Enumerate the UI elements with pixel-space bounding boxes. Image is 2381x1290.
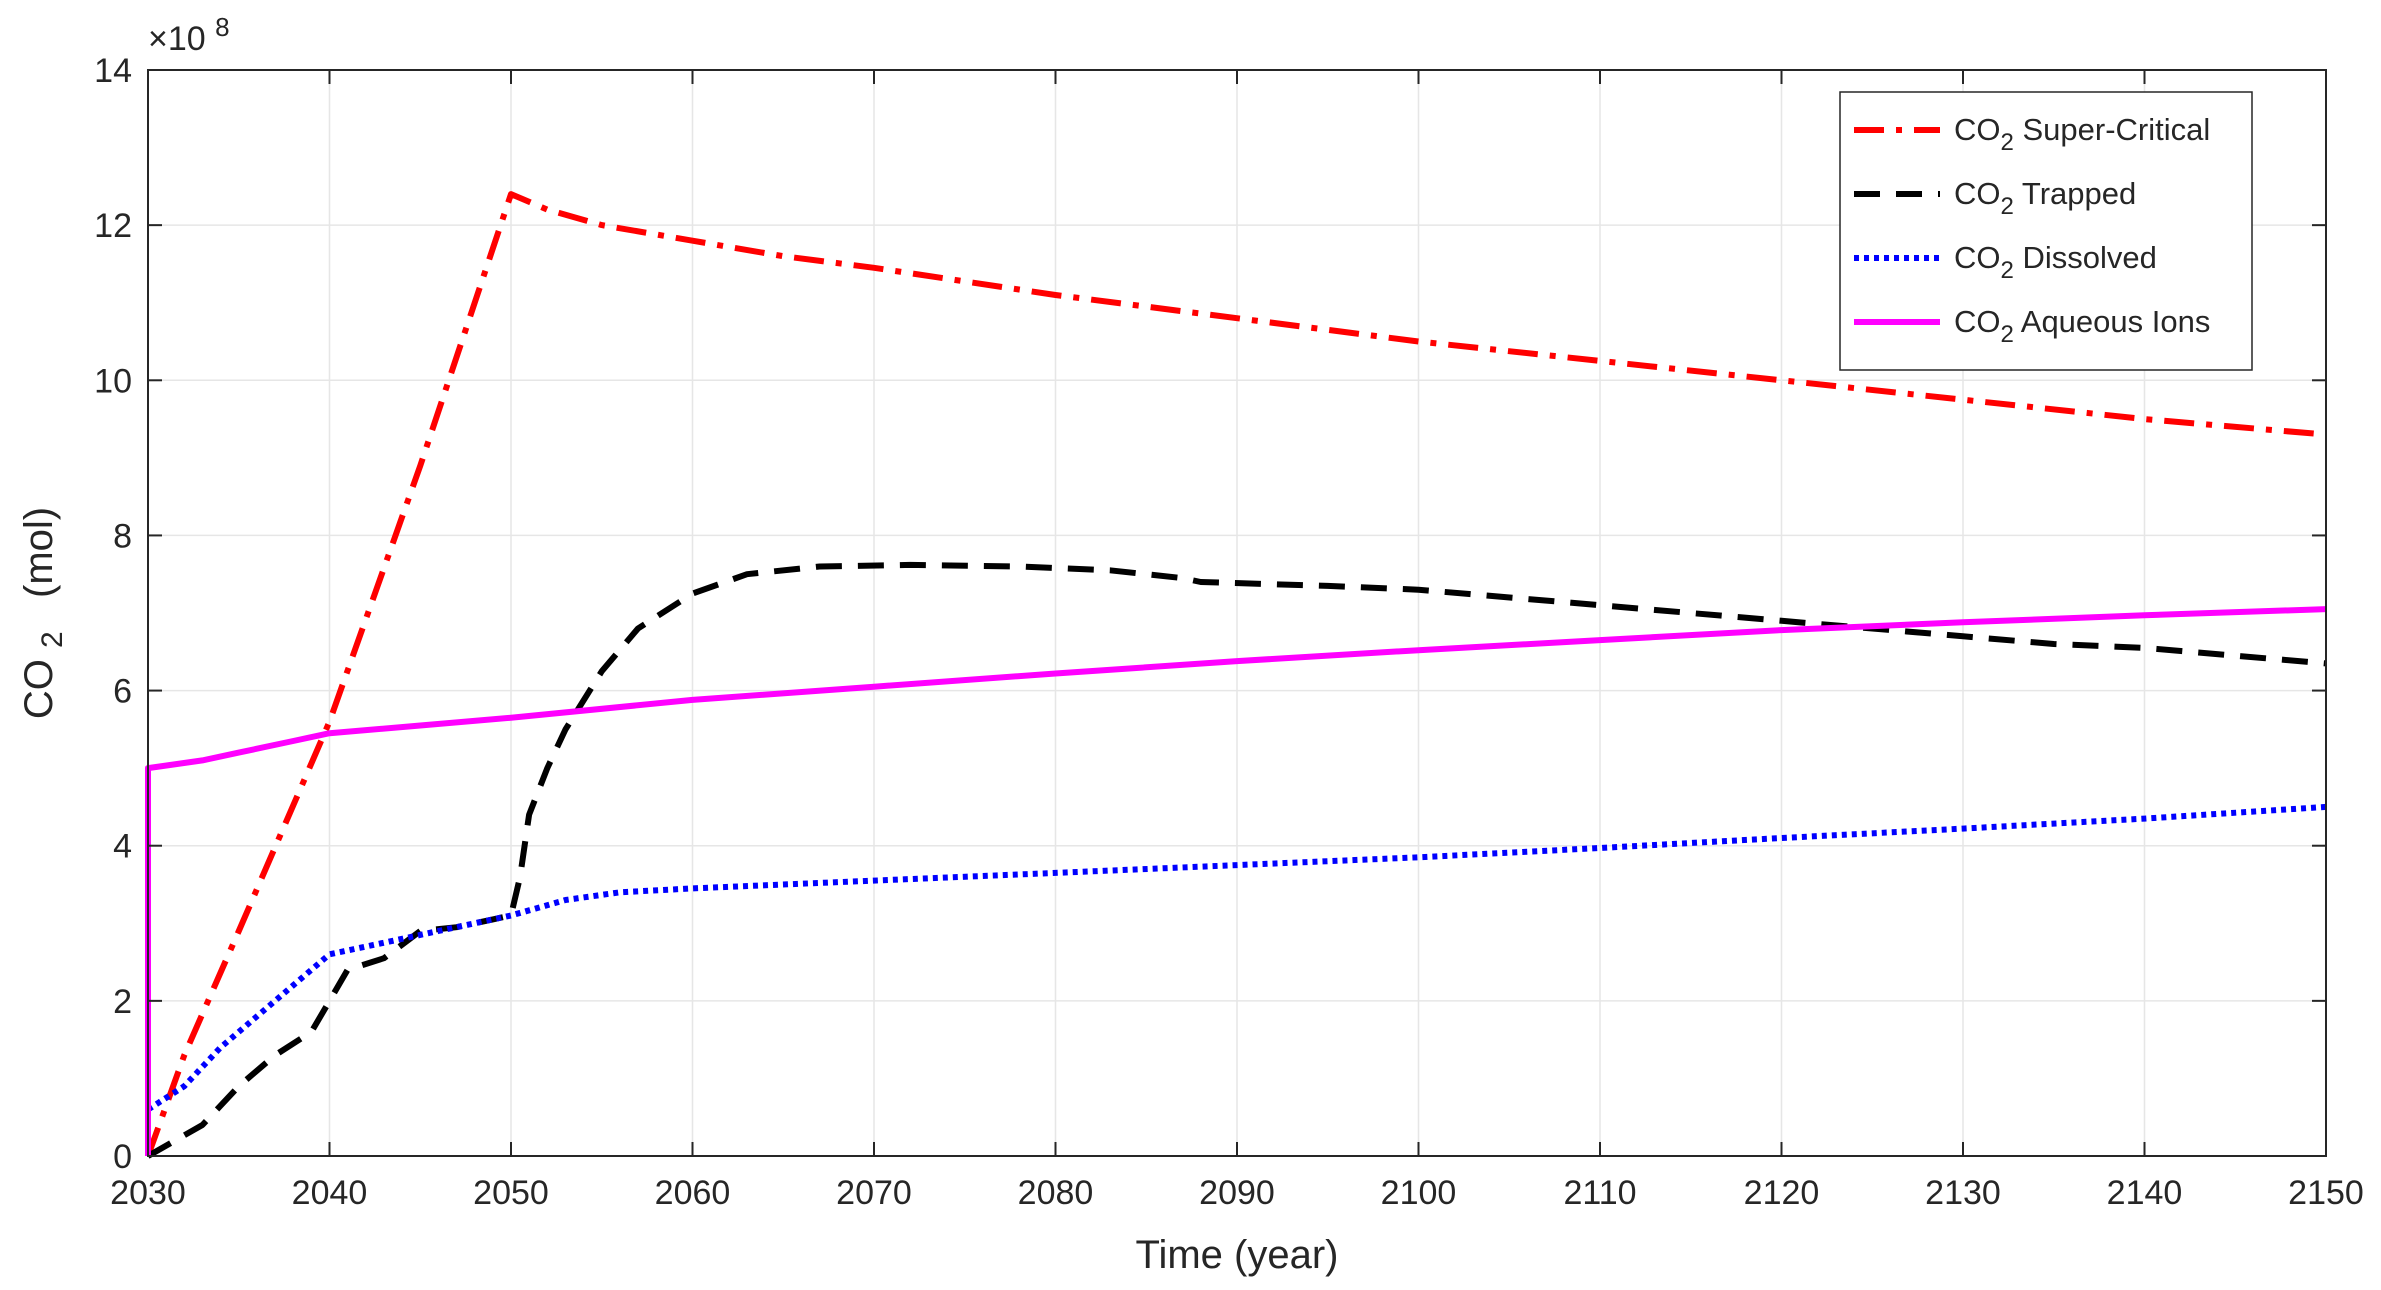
x-tick-label: 2150 (2288, 1174, 2364, 1212)
x-tick-label: 2110 (1563, 1174, 1636, 1212)
y-tick-label: 0 (113, 1138, 132, 1176)
x-tick-label: 2100 (1381, 1174, 1457, 1212)
x-tick-label: 2030 (110, 1174, 186, 1212)
y-exponent: ×10 8 (148, 12, 230, 58)
y-tick-label: 4 (113, 828, 132, 866)
y-axis-label-tail: (mol) (17, 507, 61, 620)
y-exponent-power: 8 (215, 12, 229, 42)
series-line-3 (145, 606, 2327, 1156)
legend-items: CO2 Super-Critical CO2 Trapped CO2 Dissolv… (1854, 112, 2210, 348)
series-line-1 (146, 561, 2327, 1159)
y-tick-label: 2 (113, 983, 132, 1021)
x-tick-label: 2140 (2107, 1174, 2183, 1212)
x-tick-label: 2060 (655, 1174, 731, 1212)
x-tick-label: 2130 (1925, 1174, 2001, 1212)
x-tick-label: 2080 (1018, 1174, 1094, 1212)
legend-label-3: CO2 Aqueous Ions (1954, 304, 2210, 348)
series-layer (145, 191, 2327, 1159)
y-axis-label: CO 2 (mol) (17, 507, 71, 719)
y-tick-label: 6 (113, 673, 132, 711)
y-tick-label: 8 (113, 517, 132, 555)
legend-label-1: CO2 Trapped (1954, 176, 2136, 220)
y-axis-label-main: CO (17, 659, 61, 719)
y-tick-label: 12 (94, 207, 132, 245)
x-tick-label: 2120 (1744, 1174, 1820, 1212)
x-tick-label: 2090 (1199, 1174, 1275, 1212)
legend-label-0: CO2 Super-Critical (1954, 112, 2210, 156)
y-tick-label: 10 (94, 362, 132, 400)
x-tick-label: 2040 (292, 1174, 368, 1212)
x-tick-label: 2070 (836, 1174, 912, 1212)
legend-label-2: CO2 Dissolved (1954, 240, 2157, 284)
x-tick-label: 2050 (473, 1174, 549, 1212)
legend: CO2 Super-Critical CO2 Trapped CO2 Dissolv… (1839, 91, 2253, 371)
x-axis-label: Time (year) (1136, 1233, 1339, 1277)
y-tick-label: 14 (94, 52, 132, 90)
y-exponent-base: ×10 (148, 20, 206, 58)
y-axis-label-sub: 2 (36, 631, 69, 648)
ticks: 2030 2040 2050 2060 2070 2080 2090 2100 2110 2120… (94, 52, 2364, 1212)
